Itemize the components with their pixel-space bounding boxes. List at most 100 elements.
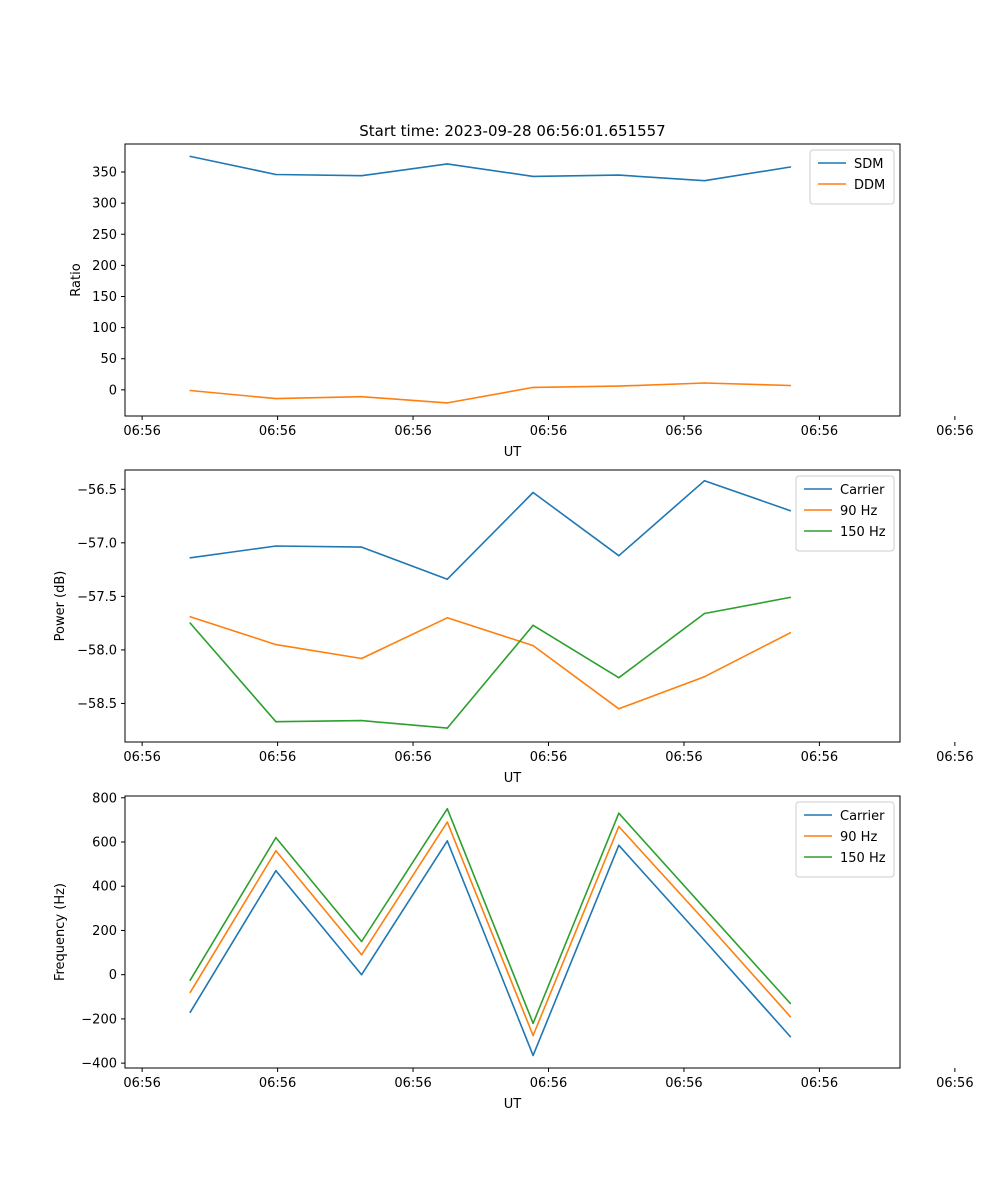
data-point	[360, 546, 363, 548]
y-tick-label: 0	[109, 383, 117, 398]
data-point	[275, 545, 277, 547]
x-axis-label: UT	[504, 1097, 522, 1112]
x-tick-label: 06:56	[530, 1076, 567, 1091]
data-point	[618, 174, 620, 176]
data-point	[360, 719, 363, 722]
axes-frame	[124, 143, 901, 417]
y-tick-label: 300	[92, 197, 117, 212]
x-tick-label: 06:56	[123, 424, 160, 439]
data-point	[189, 389, 191, 392]
data-point	[532, 644, 534, 647]
data-point	[275, 850, 277, 852]
series-line-90-hz	[189, 615, 791, 710]
data-point	[789, 384, 792, 387]
series-line-150-hz	[189, 807, 791, 1025]
y-tick-label: 200	[92, 924, 117, 939]
x-tick-label: 06:56	[123, 750, 160, 765]
x-tick-label: 06:56	[530, 424, 567, 439]
data-point	[703, 612, 706, 615]
data-point	[189, 155, 191, 158]
y-tick-label: 50	[100, 352, 117, 367]
data-point	[446, 840, 449, 842]
y-tick-label: 400	[92, 880, 117, 895]
data-point	[789, 1015, 792, 1018]
data-point	[789, 632, 792, 634]
legend-label: SDM	[854, 157, 883, 172]
x-tick-label: 06:56	[530, 750, 567, 765]
data-point	[360, 954, 363, 956]
y-tick-label: −57.0	[77, 536, 117, 551]
data-point	[532, 1054, 534, 1057]
data-point	[789, 596, 792, 599]
legend-box	[795, 801, 895, 878]
data-point	[618, 708, 620, 710]
legend-label: 150 Hz	[840, 851, 886, 866]
y-tick-label: −57.5	[77, 590, 117, 605]
data-point	[532, 1022, 534, 1025]
data-point	[275, 397, 277, 400]
data-point	[189, 1011, 191, 1014]
data-point	[618, 825, 620, 828]
data-point	[618, 676, 620, 679]
data-point	[789, 1002, 792, 1005]
data-point	[618, 844, 620, 847]
series-line-sdm	[190, 155, 791, 182]
legend-label: 90 Hz	[840, 830, 877, 845]
y-tick-label: 350	[92, 166, 117, 181]
data-point	[789, 509, 792, 512]
legend-label: DDM	[854, 178, 885, 193]
data-point	[446, 617, 449, 619]
legend-label: 90 Hz	[840, 504, 877, 519]
x-tick-label: 06:56	[936, 750, 973, 765]
data-point	[189, 615, 191, 618]
x-tick-label: 06:56	[259, 1076, 296, 1091]
chart-panel-2: 06:5606:5606:5606:5606:5606:5606:5606:57…	[53, 469, 974, 786]
legend: Carrier 90 Hz 150 Hz	[795, 475, 895, 552]
chart-title: Start time: 2023-09-28 06:56:01.651557	[359, 122, 665, 140]
data-point	[703, 907, 706, 910]
data-point	[360, 657, 363, 660]
x-tick-label: 06:56	[259, 750, 296, 765]
data-point	[275, 720, 277, 723]
data-point	[360, 395, 363, 398]
series-line-150-hz	[189, 596, 791, 729]
x-tick-label: 06:56	[801, 1076, 838, 1091]
data-point	[275, 869, 277, 872]
data-point	[275, 643, 277, 646]
axes-frame	[124, 469, 901, 743]
data-point	[189, 622, 191, 624]
x-axis-label: UT	[504, 445, 522, 460]
data-point	[703, 382, 706, 384]
data-point	[275, 836, 277, 839]
data-point	[618, 554, 620, 557]
data-point	[532, 491, 534, 494]
axes-frame	[124, 795, 901, 1069]
y-tick-label: 600	[92, 835, 117, 850]
data-point	[703, 939, 706, 942]
data-point	[703, 919, 706, 922]
data-point	[189, 991, 191, 994]
legend-label: Carrier	[840, 809, 885, 824]
data-point	[446, 727, 449, 729]
y-axis-label: Frequency (Hz)	[53, 883, 68, 981]
legend: SDM DDM	[809, 149, 895, 205]
data-point	[189, 979, 191, 981]
legend-box	[795, 475, 895, 552]
chart-panel-3: 06:5606:5606:5606:5606:5606:5606:5606:57…	[53, 791, 974, 1112]
series-line-carrier	[190, 479, 791, 581]
x-tick-label: 06:56	[801, 750, 838, 765]
data-point	[618, 385, 620, 387]
x-tick-label: 06:56	[394, 750, 431, 765]
data-point	[703, 179, 706, 182]
y-tick-label: −58.5	[77, 697, 117, 712]
y-tick-label: 150	[92, 290, 117, 305]
x-axis-label: UT	[504, 771, 522, 786]
data-point	[789, 166, 792, 168]
series-line-carrier	[189, 840, 791, 1057]
x-tick-label: 06:56	[394, 1076, 431, 1091]
legend-label: 150 Hz	[840, 525, 886, 540]
x-tick-label: 06:56	[259, 424, 296, 439]
x-tick-label: 06:56	[801, 424, 838, 439]
data-point	[360, 973, 363, 976]
